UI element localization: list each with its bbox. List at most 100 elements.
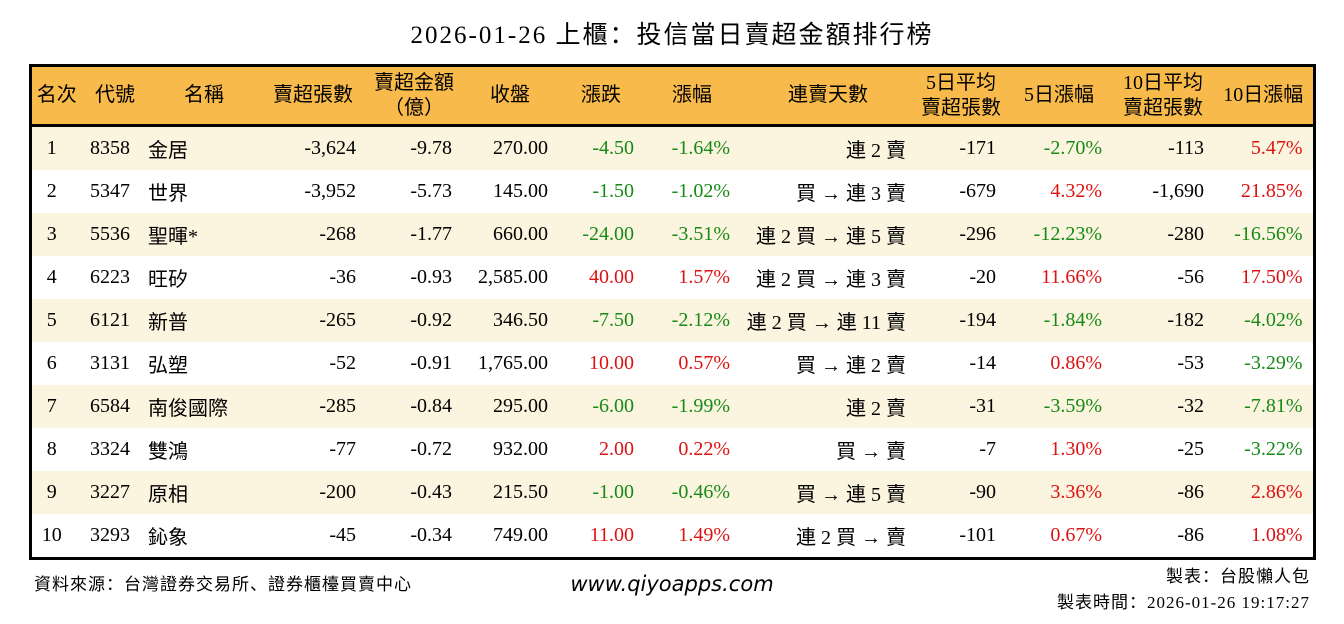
- column-header-close: 收盤: [462, 65, 558, 127]
- cell-streak: 連 2 買 → 連 5 賣: [756, 226, 906, 248]
- cell-change: 40.00: [589, 266, 634, 288]
- cell-pct5: 11.66%: [1041, 266, 1102, 288]
- cell-avg5: -296: [959, 223, 996, 245]
- cell-pct5: -3.59%: [1043, 395, 1102, 417]
- cell-avg5: -7: [979, 438, 996, 460]
- cell-sell_qty: -52: [329, 352, 356, 374]
- column-header-pct10: 10日漲幅: [1214, 65, 1314, 127]
- cell-avg10: -56: [1177, 266, 1204, 288]
- cell-close: 346.50: [493, 309, 548, 331]
- cell-change: 11.00: [589, 524, 634, 546]
- cell-code: 6223: [90, 266, 130, 288]
- cell-code: 3227: [90, 481, 130, 503]
- cell-streak: 連 2 買 → 連 3 賣: [756, 269, 906, 291]
- cell-avg10: -32: [1177, 395, 1204, 417]
- cell-sell_qty: -36: [329, 266, 356, 288]
- table-header-row: 名次 代號 名稱 賣超張數 賣超金額 （億） 收盤 漲跌 漲幅 連賣天數 5日平均 賣超張數 5日漲…: [30, 65, 1314, 127]
- cell-change_pct: -3.51%: [671, 223, 730, 245]
- cell-rank: 3: [46, 223, 57, 245]
- column-header-avg5: 5日平均 賣超張數: [916, 65, 1006, 127]
- data-source-note: 資料來源：台灣證券交易所、證券櫃檯買賣中心: [34, 575, 412, 594]
- cell-sell_qty: -77: [329, 438, 356, 460]
- cell-rank: 5: [46, 309, 57, 331]
- cell-change_pct: 1.49%: [678, 524, 730, 546]
- cell-change_pct: 1.57%: [678, 266, 730, 288]
- cell-streak: 連 2 賣: [846, 140, 906, 162]
- cell-code: 6584: [90, 395, 130, 417]
- cell-pct5: -2.70%: [1043, 137, 1102, 159]
- cell-close: 295.00: [493, 395, 548, 417]
- column-header-pct5: 5日漲幅: [1006, 65, 1112, 127]
- cell-sell_amt: -0.72: [410, 438, 452, 460]
- cell-sell_amt: -5.73: [410, 180, 452, 202]
- column-header-change: 漲跌: [558, 65, 644, 127]
- cell-name: 世界: [148, 183, 188, 205]
- cell-pct5: 3.36%: [1050, 481, 1102, 503]
- cell-streak: 買 → 連 2 賣: [796, 355, 906, 377]
- cell-pct10: -3.22%: [1244, 438, 1303, 460]
- cell-name: 弘塑: [148, 355, 188, 377]
- cell-rank: 9: [46, 481, 57, 503]
- cell-close: 145.00: [493, 180, 548, 202]
- cell-code: 5347: [90, 180, 130, 202]
- cell-sell_amt: -0.43: [410, 481, 452, 503]
- cell-name: 新普: [148, 312, 188, 334]
- cell-close: 749.00: [493, 524, 548, 546]
- cell-rank: 2: [46, 180, 57, 202]
- cell-change: -1.50: [592, 180, 634, 202]
- column-header-change_pct: 漲幅: [644, 65, 740, 127]
- cell-sell_qty: -268: [319, 223, 356, 245]
- cell-rank: 1: [46, 137, 57, 159]
- table-row: 7 6584 南俊國際 -285 -0.84 295.00 -6.00 -1.99% 連 2 賣…: [30, 385, 1314, 428]
- cell-change_pct: -1.99%: [671, 395, 730, 417]
- cell-sell_qty: -285: [319, 395, 356, 417]
- author-note: 製表：台股懶人包: [1166, 567, 1310, 586]
- cell-sell_amt: -0.92: [410, 309, 452, 331]
- cell-close: 2,585.00: [478, 266, 548, 288]
- page-title: 2026-01-26 上櫃：投信當日賣超金額排行榜: [410, 22, 934, 49]
- cell-change_pct: -1.02%: [671, 180, 730, 202]
- table-row: 10 3293 鈊象 -45 -0.34 749.00 11.00 1.49% 連 2 買 → …: [30, 514, 1314, 559]
- table-body: 1 8358 金居 -3,624 -9.78 270.00 -4.50 -1.64% 連 2 賣…: [30, 125, 1314, 559]
- cell-sell_qty: -265: [319, 309, 356, 331]
- table-row: 1 8358 金居 -3,624 -9.78 270.00 -4.50 -1.64% 連 2 賣…: [30, 125, 1314, 170]
- cell-change_pct: -2.12%: [671, 309, 730, 331]
- cell-name: 雙鴻: [148, 441, 188, 463]
- cell-change_pct: 0.57%: [678, 352, 730, 374]
- ranking-table: 名次 代號 名稱 賣超張數 賣超金額 （億） 收盤 漲跌 漲幅 連賣天數 5日平均 賣超張數 5日漲…: [28, 64, 1316, 560]
- cell-streak: 買 → 連 3 賣: [796, 183, 906, 205]
- timestamp-note: 製表時間：2026-01-26 19:17:27: [1056, 593, 1310, 613]
- cell-name: 南俊國際: [148, 398, 228, 420]
- cell-pct10: 2.86%: [1250, 481, 1303, 503]
- cell-avg10: -25: [1177, 438, 1204, 460]
- cell-pct5: 0.86%: [1050, 352, 1102, 374]
- cell-code: 6121: [90, 309, 130, 331]
- cell-sell_amt: -9.78: [410, 137, 452, 159]
- cell-pct5: -12.23%: [1033, 223, 1102, 245]
- table-row: 3 5536 聖暉* -268 -1.77 660.00 -24.00 -3.51% 連 2 買…: [30, 213, 1314, 256]
- cell-rank: 7: [46, 395, 57, 417]
- column-header-rank: 名次: [30, 65, 82, 127]
- table-row: 9 3227 原相 -200 -0.43 215.50 -1.00 -0.46% 買 → 連 5…: [30, 471, 1314, 514]
- cell-code: 5536: [90, 223, 130, 245]
- cell-code: 3324: [90, 438, 130, 460]
- cell-change: -1.00: [592, 481, 634, 503]
- cell-pct10: 5.47%: [1250, 137, 1303, 159]
- cell-avg5: -90: [969, 481, 996, 503]
- cell-change: 2.00: [599, 438, 634, 460]
- cell-pct5: 0.67%: [1050, 524, 1102, 546]
- cell-avg10: -113: [1168, 137, 1204, 159]
- cell-avg5: -31: [969, 395, 996, 417]
- cell-change: -7.50: [592, 309, 634, 331]
- cell-close: 932.00: [493, 438, 548, 460]
- cell-streak: 連 2 買 → 賣: [796, 527, 906, 549]
- cell-code: 3293: [90, 524, 130, 546]
- cell-sell_amt: -1.77: [410, 223, 452, 245]
- table-row: 8 3324 雙鴻 -77 -0.72 932.00 2.00 0.22% 買 → 賣 -7 1.3…: [30, 428, 1314, 471]
- cell-pct10: 1.08%: [1250, 524, 1303, 546]
- cell-avg5: -679: [959, 180, 996, 202]
- cell-streak: 連 2 賣: [846, 398, 906, 420]
- cell-pct5: 4.32%: [1050, 180, 1102, 202]
- cell-avg10: -86: [1177, 481, 1204, 503]
- cell-avg10: -53: [1177, 352, 1204, 374]
